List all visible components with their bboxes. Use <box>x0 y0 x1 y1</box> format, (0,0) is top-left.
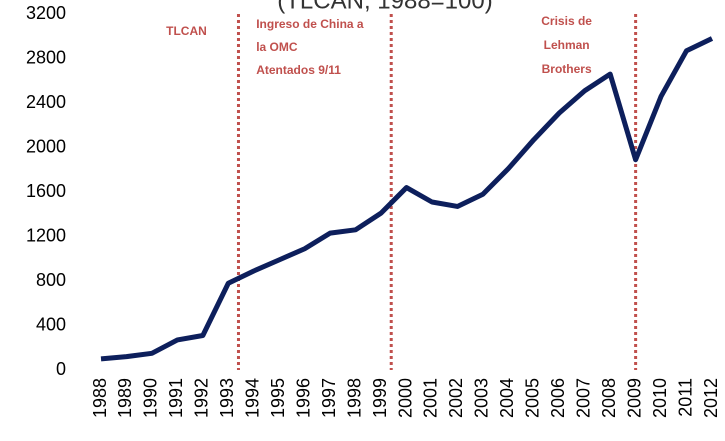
y-tick-label: 2400 <box>26 92 66 112</box>
annotation-text: Crisis de <box>541 14 592 28</box>
x-tick-label: 2012 <box>701 378 721 418</box>
annotation-text: la OMC <box>256 40 298 54</box>
x-tick-label: 2000 <box>395 378 415 418</box>
x-tick-label: 1990 <box>141 378 161 418</box>
data-line <box>100 36 714 362</box>
x-tick-label: 2008 <box>599 378 619 418</box>
y-tick-label: 0 <box>56 359 66 379</box>
y-tick-label: 800 <box>36 270 66 290</box>
chart-title: (TLCAN, 1988=100) <box>277 0 492 14</box>
x-tick-label: 1999 <box>370 378 390 418</box>
y-tick-label: 400 <box>36 314 66 334</box>
x-tick-label: 1993 <box>217 378 237 418</box>
y-tick-label: 1600 <box>26 181 66 201</box>
y-tick-label: 2000 <box>26 136 66 156</box>
annotation-text: TLCAN <box>166 24 207 38</box>
x-tick-label: 2003 <box>472 378 492 418</box>
x-tick-label: 1988 <box>90 378 110 418</box>
y-tick-label: 1200 <box>26 225 66 245</box>
x-tick-label: 2011 <box>675 378 695 417</box>
x-tick-label: 2009 <box>624 378 644 418</box>
annotation-text: Brothers <box>542 62 592 76</box>
x-tick-label: 1989 <box>115 378 135 418</box>
y-tick-label: 3200 <box>26 3 66 23</box>
x-tick-label: 1996 <box>293 378 313 418</box>
x-tick-label: 1998 <box>344 378 364 418</box>
x-tick-label: 2010 <box>650 378 670 418</box>
x-tick-label: 1992 <box>192 378 212 418</box>
x-tick-label: 1997 <box>319 378 339 418</box>
x-tick-label: 2006 <box>548 378 568 418</box>
x-tick-label: 1995 <box>268 378 288 418</box>
x-tick-label: 1991 <box>166 378 186 418</box>
x-tick-label: 2002 <box>446 378 466 418</box>
x-tick-label: 2004 <box>497 378 517 418</box>
annotation-text: Atentados 9/11 <box>256 63 341 77</box>
annotation-text: Ingreso de China a <box>256 17 364 31</box>
y-tick-label: 2800 <box>26 47 66 67</box>
x-tick-label: 1994 <box>243 378 263 418</box>
annotation-text: Lehman <box>544 38 590 52</box>
x-tick-label: 2005 <box>523 378 543 418</box>
x-tick-label: 2001 <box>421 378 441 418</box>
x-tick-label: 2007 <box>573 378 593 418</box>
